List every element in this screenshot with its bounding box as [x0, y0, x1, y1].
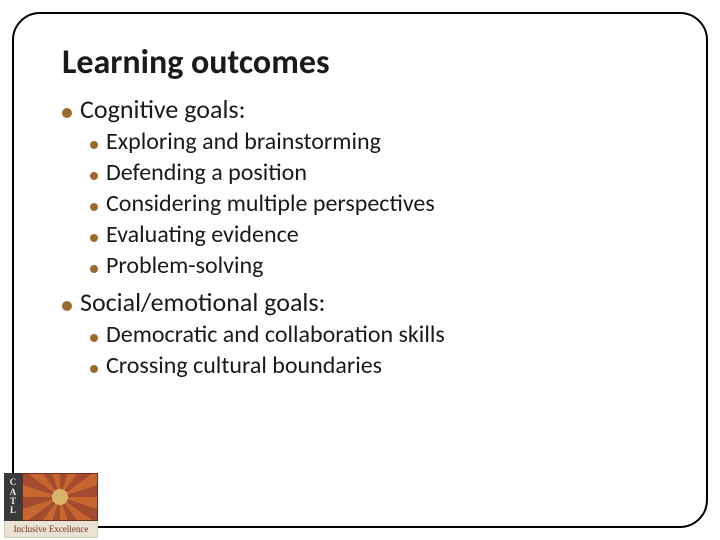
section-label: Social/emotional goals: [80, 286, 326, 318]
list-item-text: Exploring and brainstorming [106, 127, 381, 156]
list-item: Crossing cultural boundaries [90, 351, 658, 380]
section-heading: Cognitive goals: [62, 93, 658, 125]
logo-top: C A T L [4, 473, 98, 521]
bullet-icon [90, 365, 98, 373]
list-item: Problem-solving [90, 251, 658, 280]
logo-artwork-icon [22, 473, 98, 521]
logo-letter: L [10, 506, 16, 515]
list-item: Exploring and brainstorming [90, 127, 658, 156]
list-item: Evaluating evidence [90, 220, 658, 249]
bullet-icon [90, 265, 98, 273]
bullet-icon [62, 301, 72, 311]
bullet-icon [90, 141, 98, 149]
bullet-icon [90, 203, 98, 211]
bullet-icon [62, 108, 72, 118]
list-item: Democratic and collaboration skills [90, 320, 658, 349]
section-heading: Social/emotional goals: [62, 286, 658, 318]
logo-acronym: C A T L [4, 473, 22, 521]
list-item: Considering multiple perspectives [90, 189, 658, 218]
list-item-text: Considering multiple perspectives [106, 189, 435, 218]
list-item-text: Problem-solving [106, 251, 263, 280]
slide-title: Learning outcomes [62, 42, 658, 83]
bullet-icon [90, 234, 98, 242]
bullet-icon [90, 334, 98, 342]
list-item-text: Democratic and collaboration skills [106, 320, 445, 349]
footer-logo: C A T L Inclusive Excellence [4, 473, 98, 538]
list-item-text: Crossing cultural boundaries [106, 351, 382, 380]
list-item: Defending a position [90, 158, 658, 187]
bullet-icon [90, 172, 98, 180]
logo-caption: Inclusive Excellence [4, 521, 98, 538]
section-label: Cognitive goals: [80, 93, 246, 125]
list-item-text: Evaluating evidence [106, 220, 299, 249]
slide-frame: Learning outcomes Cognitive goals: Explo… [12, 12, 708, 528]
list-item-text: Defending a position [106, 158, 307, 187]
